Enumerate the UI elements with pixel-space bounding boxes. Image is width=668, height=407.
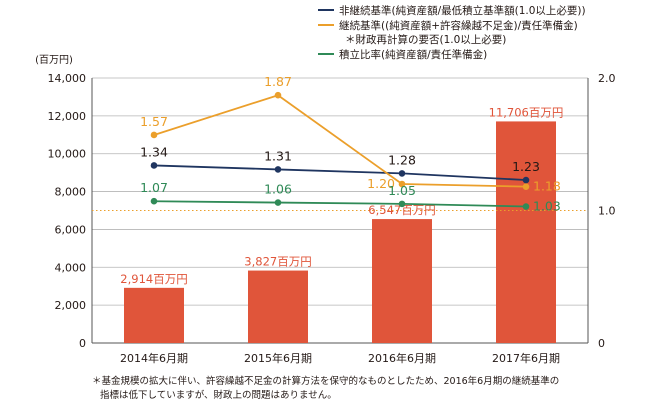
series-line [153,94,527,188]
series-point [522,183,530,190]
legend-label: 非継続基準(純資産額/最低積立基準額(1.0以上必要)) [339,4,586,17]
y-tick-label: 2,000 [55,299,87,312]
x-tick-label: 2017年6月期 [492,351,560,365]
series-point [150,131,158,139]
bar-value-label: 6,547百万円 [368,203,435,217]
y-tick-label: 0 [79,337,86,350]
bar-value-label: 3,827百万円 [244,255,311,269]
footnote-line-2: 指標は低下していますが、財政上の問題はありません。 [100,390,337,401]
series-point [398,170,406,177]
series-value-label: 1.06 [264,182,292,197]
series-value-label: 1.87 [264,74,292,89]
series-value-label: 1.20 [367,176,395,191]
chart: 0 2,000 4,000 6,000 8,000 10,000 12,000 14,000 0… [35,4,616,365]
bar [248,270,308,343]
x-tick-label: 2014年6月期 [120,351,188,365]
series-point [522,176,530,184]
legend-label: 継続基準((純資産額+許容繰越不足金)/責任準備金) [339,19,578,32]
y-tick-label: 14,000 [48,72,87,85]
bar [496,121,556,343]
series-point [274,166,282,173]
y-tick-label: 8,000 [55,186,87,199]
series-value-label: 1.05 [388,183,416,198]
bar [124,287,184,343]
y-axis-unit: (百万円) [35,54,73,66]
series-point [150,162,158,169]
bar-value-label: 11,706百万円 [489,105,564,119]
footnote: ＊基金規模の拡大に伴い、許容繰越不足金の計算方法を保守的なものとしたため、201… [92,375,559,403]
y2-tick-label: 1.0 [598,205,616,218]
series-value-label: 1.23 [512,159,540,174]
y-tick-label: 6,000 [55,223,87,236]
series-line [153,164,527,181]
x-tick-label: 2015年6月期 [244,351,312,365]
series-value-label: 1.57 [140,114,168,129]
y2-tick-label: 0 [598,337,605,350]
bar-value-label: 2,914百万円 [120,272,187,286]
series-point [274,91,282,99]
y-tick-label: 12,000 [48,110,87,123]
series-point [274,199,282,206]
bar [372,219,432,343]
y2-tick-label: 2.0 [598,72,616,85]
series-value-label: 1.07 [140,180,168,195]
series-value-label: 1.34 [140,144,168,159]
y-tick-label: 10,000 [48,148,87,161]
series-value-label: 1.18 [533,179,561,194]
footnote-line-1: ＊基金規模の拡大に伴い、許容繰越不足金の計算方法を保守的なものとしたため、201… [92,376,560,387]
series-point [522,203,530,210]
legend-label: 積立比率(純資産額/責任準備金) [339,48,487,61]
series-point [150,197,158,205]
x-tick-label: 2016年6月期 [368,351,436,365]
series-point [398,200,406,208]
series-line [153,200,527,208]
legend-label-sub: ＊財政再計算の要否(1.0以上必要) [345,33,506,46]
y-tick-label: 4,000 [55,261,87,274]
series-value-label: 1.03 [533,199,561,214]
series-value-label: 1.31 [264,148,292,163]
series-value-label: 1.28 [388,152,416,167]
series-point [398,180,406,188]
